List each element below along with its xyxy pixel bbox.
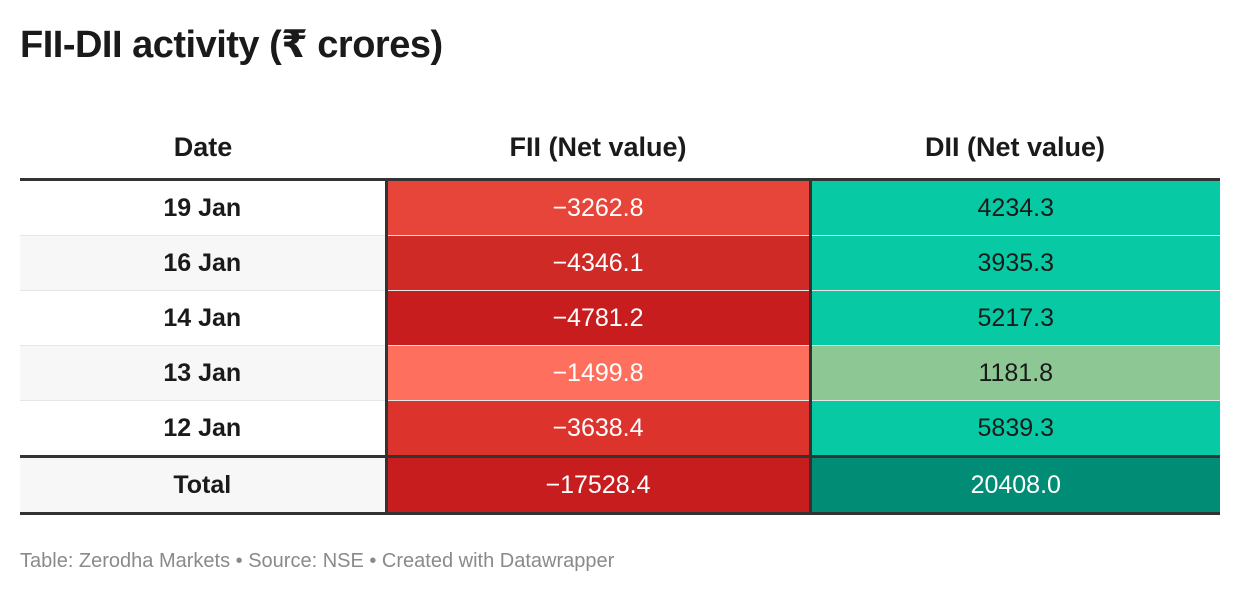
date-cell: 12 Jan [163,413,242,442]
dii-value-cell: 4234.3 [808,179,1220,236]
fii-value-cell: −3262.8 [384,179,810,236]
dii-total-cell: 20408.0 [808,456,1220,514]
table-row: 14 Jan −4781.2 5217.3 [20,290,1220,346]
date-cell: 13 Jan [20,345,386,401]
fii-value-cell: −3638.4 [384,400,810,457]
table-header-row: Date FII (Net value) DII (Net value) [20,116,1220,180]
dii-value-cell: 1181.8 [808,345,1220,401]
dii-value-cell: 5217.3 [808,290,1220,346]
table-row: 19 Jan −3262.8 4234.3 [20,179,1220,236]
fii-total-cell: −17528.4 [384,456,810,514]
chart-title: FII-DII activity (₹ crores) [20,24,443,66]
total-label-cell: Total [20,456,386,514]
dii-value-cell: 3935.3 [808,235,1220,291]
table-row: 13 Jan −1499.8 1181.8 [20,345,1220,401]
table-row: 12 Jan −3638.4 5839.3 [20,400,1220,457]
fii-dii-table: Date FII (Net value) DII (Net value) 19 … [20,116,1220,515]
date-cell: 14 Jan [163,303,242,332]
fii-value-cell: −4346.1 [384,235,810,291]
fii-value-cell: −1499.8 [384,345,810,401]
source-footer: Table: Zerodha Markets • Source: NSE • C… [20,550,615,572]
date-cell: 16 Jan [20,235,386,291]
table-row: 16 Jan −4346.1 3935.3 [20,235,1220,291]
dii-value-cell: 5839.3 [808,400,1220,457]
fii-value-cell: −4781.2 [384,290,810,346]
column-header-fii: FII (Net value) [509,131,687,162]
date-cell: 19 Jan [163,193,242,222]
total-row: Total −17528.4 20408.0 [20,456,1220,514]
column-header-date: Date [173,131,233,162]
column-header-dii: DII (Net value) [924,131,1106,162]
